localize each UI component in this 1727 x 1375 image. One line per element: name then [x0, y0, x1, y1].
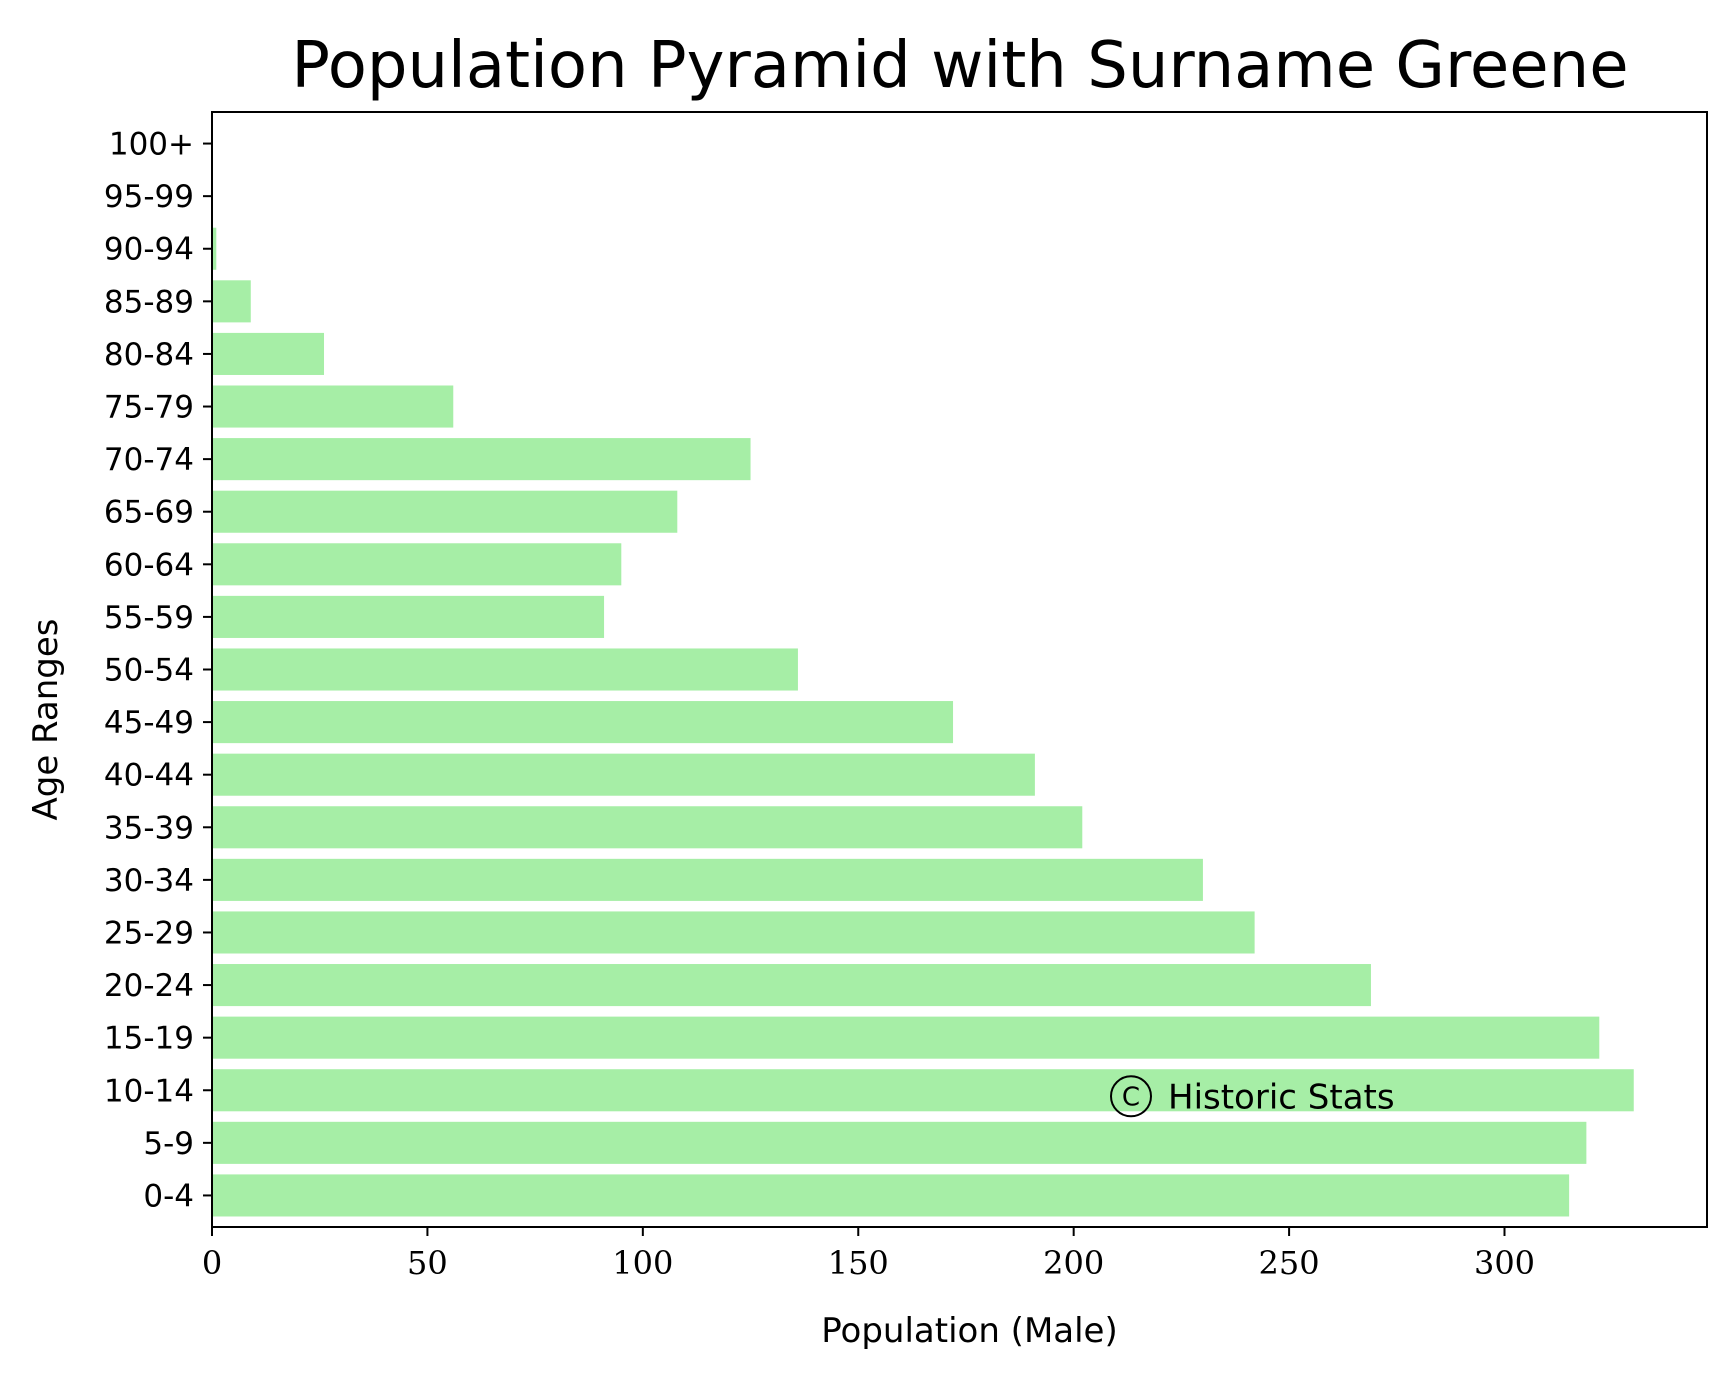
y-tick-label: 95-99: [104, 179, 194, 215]
y-tick-label: 20-24: [104, 968, 194, 1004]
annotation-text: Historic Stats: [1168, 1077, 1395, 1117]
y-tick-label: 50-54: [104, 653, 194, 689]
y-tick-label: 25-29: [104, 915, 194, 951]
chart-title: Population Pyramid with Surname Greene: [291, 29, 1628, 103]
x-tick-label: 0: [202, 1244, 222, 1282]
bar-55-59: [212, 595, 605, 638]
y-tick-label: 55-59: [104, 600, 194, 636]
bar-70-74: [212, 438, 751, 481]
bar-35-39: [212, 806, 1083, 849]
bars-layer: [212, 227, 1634, 1217]
bar-45-49: [212, 701, 954, 744]
y-tick-label: 75-79: [104, 390, 194, 426]
bar-30-34: [212, 858, 1203, 901]
annotation-layer: C Historic Stats: [1110, 1075, 1395, 1118]
bar-10-14: [212, 1069, 1634, 1112]
bar-50-54: [212, 648, 798, 691]
bar-0-4: [212, 1174, 1570, 1217]
y-tick-label: 90-94: [104, 232, 194, 268]
y-tick-label: 5-9: [143, 1126, 194, 1162]
y-tick-label: 0-4: [143, 1178, 194, 1214]
x-tick-label: 150: [828, 1244, 889, 1282]
bar-20-24: [212, 964, 1371, 1007]
x-tick-label: 300: [1474, 1244, 1535, 1282]
y-tick-label: 80-84: [104, 337, 194, 373]
x-tick-label: 100: [612, 1244, 673, 1282]
x-tick-label: 200: [1043, 1244, 1104, 1282]
bar-90-94: [212, 227, 217, 270]
y-tick-label: 70-74: [104, 442, 194, 478]
y-tick-label: 10-14: [104, 1073, 194, 1109]
bar-40-44: [212, 753, 1035, 796]
bar-25-29: [212, 911, 1255, 954]
y-axis-title: Age Ranges: [26, 618, 66, 820]
bar-15-19: [212, 1016, 1600, 1059]
y-tick-label: 40-44: [104, 758, 194, 794]
x-axis: 0 50 100 150 200 250 300: [202, 1227, 1535, 1282]
bar-5-9: [212, 1121, 1587, 1164]
y-tick-label: 100+: [109, 127, 194, 163]
x-tick-label: 50: [407, 1244, 448, 1282]
y-tick-label: 65-69: [104, 495, 194, 531]
bar-65-69: [212, 490, 678, 533]
bar-75-79: [212, 385, 454, 428]
y-tick-label: 35-39: [104, 810, 194, 846]
y-axis: 0-4 5-9 10-14 15-19 20-24 25-29 30-34 35-39 40-4…: [104, 127, 212, 1214]
y-tick-label: 15-19: [104, 1021, 194, 1057]
y-tick-label: 85-89: [104, 284, 194, 320]
x-tick-label: 250: [1259, 1244, 1320, 1282]
bar-85-89: [212, 280, 251, 323]
x-axis-title: Population (Male): [821, 1311, 1118, 1351]
bar-80-84: [212, 332, 325, 375]
copyright-symbol-circle: [1110, 1075, 1152, 1118]
y-tick-label: 45-49: [104, 705, 194, 741]
y-tick-label: 60-64: [104, 547, 194, 583]
bar-60-64: [212, 543, 622, 586]
copyright-symbol-letter: C: [1122, 1082, 1140, 1112]
y-tick-label: 30-34: [104, 863, 194, 899]
